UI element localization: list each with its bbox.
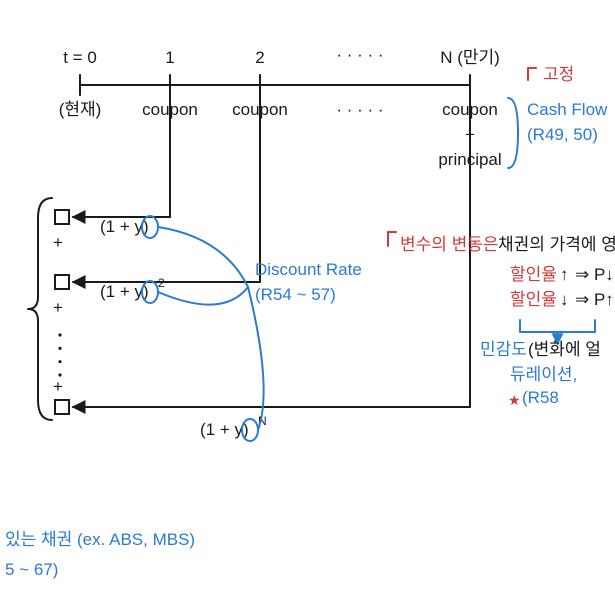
svg-text:있는 채권 (ex. ABS, MBS): 있는 채권 (ex. ABS, MBS)	[5, 530, 195, 549]
svg-text:t = 0: t = 0	[63, 48, 97, 67]
svg-text:할인율: 할인율	[510, 265, 557, 284]
svg-text:변수의 변동은: 변수의 변동은	[400, 235, 499, 254]
bond-cashflow-diagram: t = 0(현재)1coupon2couponN (만기)coupon· · ·…	[0, 0, 615, 615]
svg-text:듀레이션,: 듀레이션,	[510, 365, 577, 384]
svg-text:민감도: 민감도	[480, 340, 527, 359]
svg-text:(현재): (현재)	[59, 100, 102, 119]
svg-text:Discount Rate: Discount Rate	[255, 260, 362, 279]
svg-text:Cash Flow: Cash Flow	[527, 100, 608, 119]
svg-text:★: ★	[508, 392, 521, 408]
svg-text:⇒ P↓: ⇒ P↓	[575, 265, 614, 284]
svg-text:+: +	[53, 377, 63, 396]
svg-text:2: 2	[255, 48, 264, 67]
svg-text:(R49, 50): (R49, 50)	[527, 125, 598, 144]
svg-text:(R54 ~ 57): (R54 ~ 57)	[255, 285, 336, 304]
svg-text:N (만기): N (만기)	[440, 48, 500, 67]
svg-text:· · · · ·: · · · · ·	[336, 100, 383, 119]
svg-text:채권의 가격에 영: 채권의 가격에 영	[498, 235, 615, 254]
svg-text:⇒ P↑: ⇒ P↑	[575, 290, 614, 309]
svg-text:↑: ↑	[560, 265, 569, 284]
svg-text:(R58: (R58	[522, 388, 559, 407]
svg-text:5 ~ 67): 5 ~ 67)	[5, 560, 58, 579]
svg-text:(변화에 얼: (변화에 얼	[528, 340, 601, 359]
svg-text:할인율: 할인율	[510, 290, 557, 309]
svg-text:1: 1	[165, 48, 174, 67]
svg-text:↓: ↓	[560, 290, 569, 309]
svg-text:고정: 고정	[543, 65, 574, 84]
svg-text:2: 2	[158, 276, 165, 290]
svg-text:+: +	[53, 233, 63, 252]
svg-text:· · · · ·: · · · · ·	[336, 45, 383, 64]
svg-text:+: +	[53, 298, 63, 317]
